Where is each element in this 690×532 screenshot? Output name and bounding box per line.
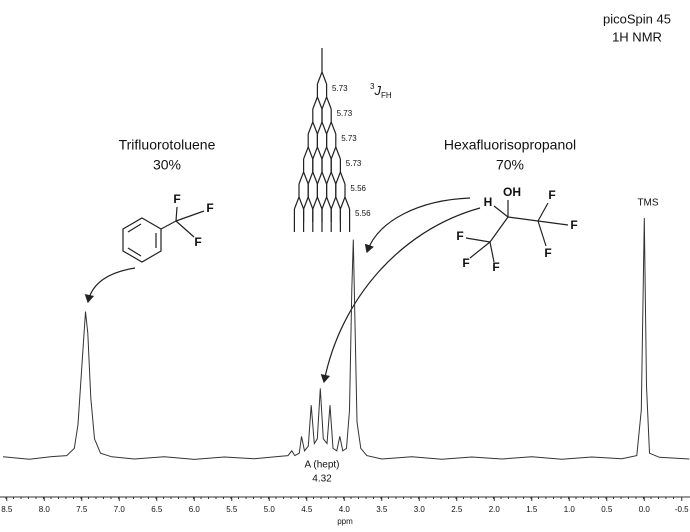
tree-line [312,146,318,160]
arrows [84,197,481,384]
coupling-constant: 5.56 [355,209,371,218]
tree-line [303,146,309,160]
tree-line [316,121,323,135]
x-tick-label: 5.5 [226,505,238,514]
atom-label: F [570,218,577,232]
atom-label: F [492,260,499,274]
annotation: 70% [496,157,524,173]
tree-line [321,146,328,160]
tree-line [316,171,323,185]
coupling-constant: 5.73 [332,84,348,93]
x-tick-label: 6.0 [189,505,201,514]
coupling-tree [293,48,351,232]
x-tick-label: 3.0 [414,505,426,514]
x-tick-label: 6.5 [151,505,163,514]
tree-line [293,196,300,210]
tree-line [316,71,323,85]
tree-line [326,121,332,135]
tree-line [316,196,323,210]
atom-label: F [456,229,463,243]
coupling-constant: 5.56 [350,184,366,193]
x-tick-label: 1.5 [526,505,538,514]
x-tick-label: 2.5 [451,505,463,514]
x-tick-label: 0.5 [601,505,613,514]
tree-line [303,171,309,185]
annotation: Hexafluorisopropanol [444,137,576,153]
x-tick-label: 1.0 [564,505,576,514]
tree-line [326,96,332,110]
x-tick-label: 0.0 [639,505,651,514]
tree-line [316,146,323,160]
annotation: 4.32 [312,474,332,485]
tree-line [335,171,341,185]
atom-label: OH [503,185,521,199]
tree-line [307,121,314,135]
atom-label: F [173,192,180,206]
tree-line [326,146,332,160]
tree-line [335,196,341,210]
tree-line [321,96,328,110]
tree-line [303,196,309,210]
atom-label: F [462,256,469,270]
x-tick-label: 3.5 [376,505,388,514]
tree-line [330,121,337,135]
tree-line [312,196,318,210]
tree-line [312,171,318,185]
annotation: Trifluorotoluene [119,137,216,153]
atom-label: F [194,235,201,249]
annotation: 30% [153,157,181,173]
chart-title: picoSpin 45 [603,11,671,26]
coupling-constant: 5.73 [337,109,353,118]
tree-line [312,121,318,135]
tree-line [344,196,351,210]
benzene-structure [122,206,205,263]
atom-label: F [206,201,213,215]
chart-subtitle: 1H NMR [612,29,662,44]
x-tick-label: 2.0 [489,505,501,514]
tree-line [316,96,323,110]
tree-line [335,146,341,160]
hfip-structure [465,200,569,263]
x-tick-label: 8.0 [39,505,51,514]
x-tick-label: -0.5 [675,505,689,514]
tree-line [330,146,337,160]
tree-line [339,171,346,185]
spectrum-line [2,217,690,460]
tree-line [321,121,328,135]
atom-label: F [548,188,555,202]
tree-line [326,171,332,185]
coupling-j: J [373,83,381,98]
x-tick-label: 7.5 [76,505,88,514]
tree-line [321,171,328,185]
coupling-subscript: FH [381,91,392,100]
tree-line [330,196,337,210]
tree-line [312,96,318,110]
x-tick-label: 8.5 [1,505,13,514]
coupling-constant: 5.73 [346,159,362,168]
tree-line [321,196,328,210]
x-tick-label: 4.0 [339,505,351,514]
tree-line [330,171,337,185]
annotation: TMS [637,198,658,209]
coupling-symbol: 3JFH [370,82,392,100]
atom-label: H [484,195,493,209]
tree-line [307,171,314,185]
x-tick-label: 5.0 [264,505,276,514]
atom-label: F [544,246,551,260]
tree-line [321,71,328,85]
x-tick-label: 7.0 [114,505,126,514]
tree-line [298,196,305,210]
coupling-constant: 5.73 [341,134,357,143]
tree-line [339,196,346,210]
tree-line [326,196,332,210]
coupling-superscript: 3 [370,82,375,91]
x-tick-label: 4.5 [301,505,313,514]
annotation: A (hept) [304,460,339,471]
tree-line [307,196,314,210]
tree-line [307,146,314,160]
tree-line [298,171,305,185]
x-axis-label: ppm [337,517,353,526]
